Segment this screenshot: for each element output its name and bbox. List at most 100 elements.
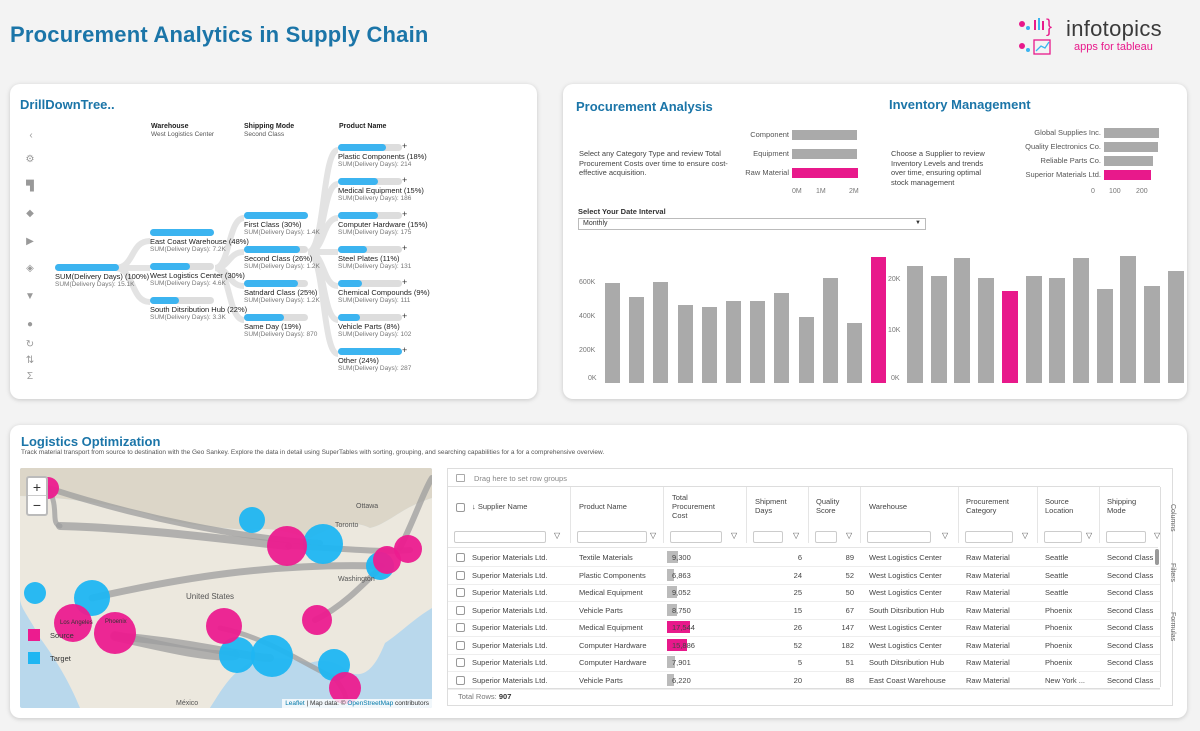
tree-node-warehouse[interactable]: South Ditsribution Hub (22%) SUM(Deliver… (150, 297, 247, 321)
expand-plus-icon[interactable]: + (402, 311, 408, 321)
row-checkbox[interactable] (456, 675, 465, 685)
col-quality-score[interactable]: Quality Score (816, 497, 840, 515)
inventory-month-bar[interactable] (978, 278, 995, 383)
tree-node-warehouse[interactable]: West Logistics Center (30%) SUM(Delivery… (150, 263, 245, 287)
procurement-month-bar[interactable] (774, 292, 790, 383)
row-checkbox[interactable] (456, 623, 465, 632)
inventory-month-bar[interactable] (1001, 291, 1018, 383)
inventory-month-bar[interactable] (1167, 270, 1184, 383)
filter-icon[interactable]: ▽ (793, 531, 800, 540)
select-all-checkbox[interactable] (456, 503, 465, 512)
filter-icon[interactable]: ▽ (1022, 531, 1029, 540)
filter-input-quality[interactable] (815, 531, 837, 543)
row-checkbox[interactable] (456, 658, 465, 667)
row-group-dropzone[interactable]: Drag here to set row groups (474, 474, 567, 483)
tree-node-shipping[interactable]: Second Class (26%) SUM(Delivery Days): 1… (244, 246, 320, 270)
tree-node-shipping[interactable]: First Class (30%) SUM(Delivery Days): 1.… (244, 212, 320, 236)
inventory-month-bar[interactable] (907, 265, 923, 383)
supplier-bar-selected[interactable] (1104, 170, 1151, 180)
inventory-month-bar[interactable] (930, 275, 947, 383)
inventory-month-bar[interactable] (1096, 288, 1113, 383)
tree-node-product[interactable]: + Other (24%) SUM(Delivery Days): 287 (338, 345, 411, 372)
sigma-icon[interactable]: Σ (26, 371, 34, 382)
tree-node-root[interactable]: SUM(Delivery Days) (100%) SUM(Delivery D… (55, 264, 149, 288)
tree-node-warehouse[interactable]: East Coast Warehouse (48%) SUM(Delivery … (150, 229, 249, 253)
formulas-panel-tab[interactable]: Formulas (1169, 612, 1176, 642)
procurement-month-bar[interactable] (798, 316, 814, 383)
tree-node-product[interactable]: + Steel Plates (11%) SUM(Delivery Days):… (338, 243, 411, 270)
tag-icon[interactable]: ◆ (26, 208, 34, 219)
filter-icon[interactable]: ▽ (846, 531, 853, 540)
filter-icon[interactable]: ▽ (1086, 531, 1093, 540)
row-checkbox[interactable] (456, 605, 465, 615)
table-row[interactable]: Superior Materials Ltd. Medical Equipment… (448, 619, 1160, 637)
tree-node-product[interactable]: + Plastic Components (18%) SUM(Delivery … (338, 141, 427, 168)
tree-node-product[interactable]: + Chemical Compounds (9%) SUM(Delivery D… (338, 277, 430, 304)
osm-link[interactable]: OpenStreetMap (347, 700, 394, 707)
procurement-month-bar[interactable] (629, 297, 645, 383)
procurement-month-bar[interactable] (871, 257, 887, 383)
zoom-out-button[interactable]: − (32, 497, 42, 513)
col-source-location[interactable]: Source Location (1045, 497, 1074, 515)
filter-icon[interactable]: ▽ (942, 531, 949, 540)
row-checkbox[interactable] (456, 570, 465, 580)
category-bar-selected[interactable] (792, 168, 858, 178)
inventory-month-bar[interactable] (1144, 286, 1160, 383)
procurement-month-bar[interactable] (750, 301, 766, 383)
filter-input-product[interactable] (577, 531, 647, 543)
table-row[interactable]: Superior Materials Ltd. Vehicle Parts 6,22… (448, 672, 1160, 690)
filter-input-cost[interactable] (670, 531, 722, 543)
inventory-month-bar[interactable] (1120, 255, 1137, 383)
table-row[interactable]: Superior Materials Ltd. Plastic Component… (448, 567, 1160, 585)
geo-sankey-map[interactable]: Ottawa Toronto Washington United States … (20, 468, 432, 708)
filter-icon[interactable]: ▽ (554, 531, 561, 540)
category-bar[interactable] (792, 130, 857, 140)
date-interval-select[interactable]: Monthly ▼ (578, 218, 926, 230)
tree-node-product[interactable]: + Vehicle Parts (8%) SUM(Delivery Days):… (338, 311, 411, 338)
procurement-month-bar[interactable] (701, 306, 717, 383)
table-row[interactable]: Superior Materials Ltd. Vehicle Parts 8,75… (448, 602, 1160, 620)
tree-node-shipping[interactable]: Same Day (19%) SUM(Delivery Days): 870 (244, 314, 317, 338)
expand-plus-icon[interactable]: + (402, 243, 408, 253)
supplier-bar[interactable] (1104, 128, 1159, 138)
paint-roller-icon[interactable]: ▜ (26, 181, 34, 192)
expand-plus-icon[interactable]: + (402, 277, 408, 287)
inventory-month-bar[interactable] (954, 258, 971, 383)
category-bar[interactable] (792, 149, 857, 159)
tree-node-product[interactable]: + Computer Hardware (15%) SUM(Delivery D… (338, 209, 428, 236)
scrollbar-thumb[interactable] (1155, 549, 1159, 565)
procurement-month-bar[interactable] (653, 281, 669, 383)
tree-node-shipping[interactable]: Satndard Class (25%) SUM(Delivery Days):… (244, 280, 320, 304)
filter-input-warehouse[interactable] (867, 531, 931, 543)
filters-panel-tab[interactable]: Filters (1169, 563, 1176, 583)
filter-icon[interactable]: ▽ (650, 531, 657, 540)
user-icon[interactable]: ● (26, 319, 34, 330)
zoom-in-button[interactable]: + (28, 478, 46, 496)
play-icon[interactable]: ▶ (26, 236, 34, 247)
layers-icon[interactable]: ◈ (26, 263, 34, 274)
row-checkbox[interactable] (456, 588, 465, 597)
supplier-bar[interactable] (1104, 142, 1158, 152)
col-total-procurement-cost[interactable]: Total Procurement Cost (672, 493, 715, 520)
inventory-month-bar[interactable] (1049, 278, 1066, 383)
table-row[interactable]: Superior Materials Ltd. Computer Hardware… (448, 654, 1160, 672)
inventory-month-bar[interactable] (1072, 258, 1089, 383)
filter-input-source[interactable] (1044, 531, 1082, 543)
filter-icon[interactable]: ▼ (25, 291, 35, 302)
chevron-left-icon[interactable]: ‹ (29, 130, 33, 141)
col-procurement-category[interactable]: Procurement Category (966, 497, 1009, 515)
inventory-month-bar[interactable] (1025, 275, 1042, 383)
col-shipping-mode[interactable]: Shipping Mode (1107, 497, 1137, 515)
col-product-name[interactable]: Product Name (579, 502, 627, 511)
sort-icon[interactable]: ⇅ (25, 355, 35, 366)
filter-input-days[interactable] (753, 531, 783, 543)
col-shipment-days[interactable]: Shipment Days (755, 497, 787, 515)
col-warehouse[interactable]: Warehouse (869, 502, 908, 511)
gear-icon[interactable]: ⚙ (25, 154, 35, 165)
columns-panel-tab[interactable]: Columns (1169, 504, 1176, 532)
col-supplier-name[interactable]: ↓ Supplier Name (472, 502, 528, 511)
expand-plus-icon[interactable]: + (402, 209, 408, 219)
filter-input-mode[interactable] (1106, 531, 1146, 543)
filter-input-supplier[interactable] (454, 531, 546, 543)
expand-plus-icon[interactable]: + (402, 141, 408, 151)
